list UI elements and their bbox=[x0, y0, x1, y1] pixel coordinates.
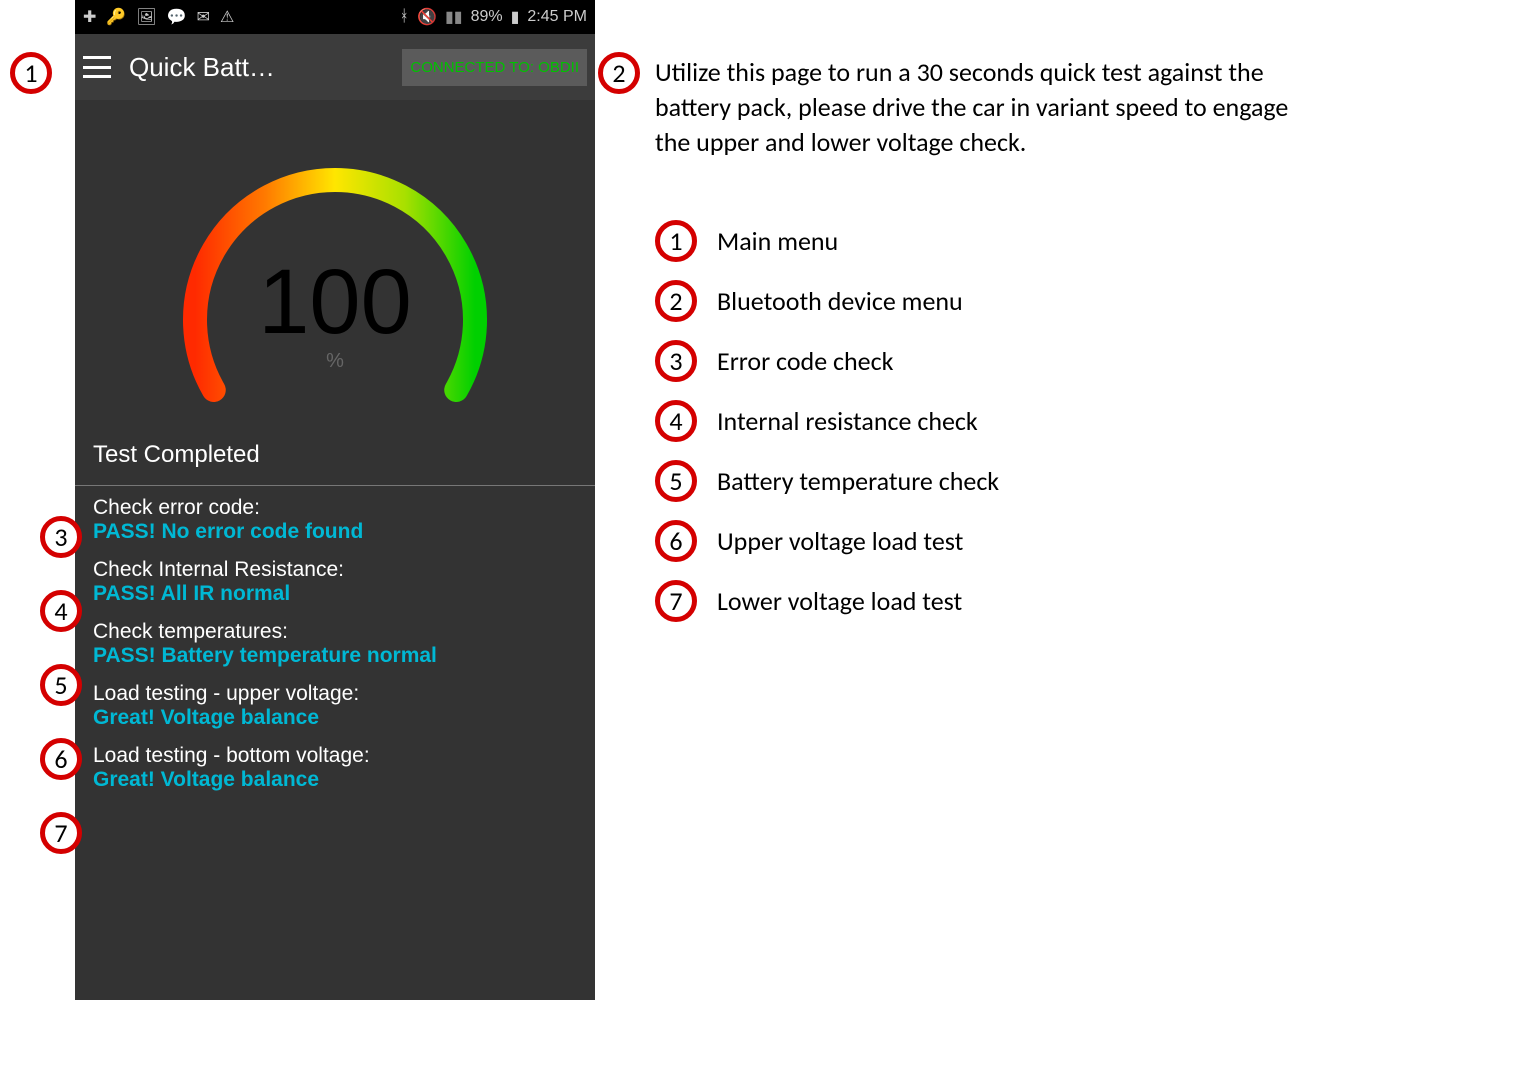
legend-row: 4 Internal resistance check bbox=[655, 400, 1295, 442]
result-value: PASS! No error code found bbox=[93, 520, 577, 544]
legend-text: Lower voltage load test bbox=[717, 584, 962, 619]
doc-intro: Utilize this page to run a 30 seconds qu… bbox=[655, 55, 1295, 160]
gauge-unit: % bbox=[75, 350, 595, 373]
callout-badge: 2 bbox=[598, 52, 640, 94]
result-value: PASS! All IR normal bbox=[93, 582, 577, 606]
result-item: Check temperatures:PASS! Battery tempera… bbox=[93, 620, 577, 668]
callout-badge: 1 bbox=[10, 52, 52, 94]
menu-icon[interactable] bbox=[83, 56, 111, 78]
result-value: Great! Voltage balance bbox=[93, 768, 577, 792]
result-item: Check Internal Resistance:PASS! All IR n… bbox=[93, 558, 577, 606]
mute-icon: 🔇 bbox=[417, 7, 437, 27]
callout-badge: 3 bbox=[655, 340, 697, 382]
legend-row: 2 Bluetooth device menu bbox=[655, 280, 1295, 322]
result-value: PASS! Battery temperature normal bbox=[93, 644, 577, 668]
result-item: Load testing - upper voltage:Great! Volt… bbox=[93, 682, 577, 730]
result-item: Check error code:PASS! No error code fou… bbox=[93, 496, 577, 544]
battery-icon: ▮ bbox=[511, 7, 520, 27]
battery-pct: 89% bbox=[471, 8, 503, 26]
legend-text: Error code check bbox=[717, 344, 893, 379]
callout-badge: 5 bbox=[655, 460, 697, 502]
status-right-icons: ᚼ 🔇 ▮▮ 89% ▮ 2:45 PM bbox=[399, 7, 587, 27]
result-value: Great! Voltage balance bbox=[93, 706, 577, 730]
results-list: Check error code:PASS! No error code fou… bbox=[75, 486, 595, 802]
callout-badge: 3 bbox=[40, 516, 82, 558]
callout-badge: 4 bbox=[40, 590, 82, 632]
phone-frame: ✚ 🔑 🖼 💬 ✉ ⚠ ᚼ 🔇 ▮▮ 89% ▮ 2:45 PM Quick B… bbox=[75, 0, 595, 1000]
gauge-panel: 100 % bbox=[75, 100, 595, 435]
legend-row: 7 Lower voltage load test bbox=[655, 580, 1295, 622]
key-icon: 🔑 bbox=[106, 7, 126, 27]
callout-badge: 6 bbox=[655, 520, 697, 562]
connection-chip[interactable]: CONNECTED TO: OBDII bbox=[402, 49, 587, 86]
callout-badge: 6 bbox=[40, 738, 82, 780]
legend-text: Battery temperature check bbox=[717, 464, 999, 499]
callout-badge: 7 bbox=[655, 580, 697, 622]
legend-row: 3 Error code check bbox=[655, 340, 1295, 382]
callout-badge: 5 bbox=[40, 664, 82, 706]
gauge-value: 100 bbox=[75, 250, 595, 355]
warning-icon: ⚠ bbox=[220, 7, 234, 27]
page-title: Quick Batt… bbox=[129, 52, 275, 83]
callout-badge: 7 bbox=[40, 812, 82, 854]
doc-column: Utilize this page to run a 30 seconds qu… bbox=[655, 55, 1295, 622]
result-label: Check error code: bbox=[93, 496, 577, 520]
legend-row: 1 Main menu bbox=[655, 220, 1295, 262]
result-label: Check Internal Resistance: bbox=[93, 558, 577, 582]
bluetooth-icon: ᚼ bbox=[399, 8, 409, 26]
signal-icon: ▮▮ bbox=[445, 7, 463, 27]
plus-icon: ✚ bbox=[83, 7, 96, 27]
chat-icon: 💬 bbox=[167, 7, 187, 27]
callout-badge: 1 bbox=[655, 220, 697, 262]
clock: 2:45 PM bbox=[527, 8, 587, 26]
legend-row: 6 Upper voltage load test bbox=[655, 520, 1295, 562]
image-icon: 🖼 bbox=[136, 7, 156, 27]
result-label: Load testing - upper voltage: bbox=[93, 682, 577, 706]
legend-text: Bluetooth device menu bbox=[717, 284, 963, 319]
doc-legend: 1 Main menu 2 Bluetooth device menu 3 Error c… bbox=[655, 220, 1295, 622]
legend-text: Main menu bbox=[717, 224, 838, 259]
app-bar: Quick Batt… CONNECTED TO: OBDII bbox=[75, 34, 595, 100]
android-status-bar: ✚ 🔑 🖼 💬 ✉ ⚠ ᚼ 🔇 ▮▮ 89% ▮ 2:45 PM bbox=[75, 0, 595, 34]
result-item: Load testing - bottom voltage:Great! Vol… bbox=[93, 744, 577, 792]
legend-text: Internal resistance check bbox=[717, 404, 978, 439]
callout-badge: 4 bbox=[655, 400, 697, 442]
mail-icon: ✉ bbox=[197, 7, 210, 27]
legend-row: 5 Battery temperature check bbox=[655, 460, 1295, 502]
result-label: Load testing - bottom voltage: bbox=[93, 744, 577, 768]
result-label: Check temperatures: bbox=[93, 620, 577, 644]
status-left-icons: ✚ 🔑 🖼 💬 ✉ ⚠ bbox=[83, 7, 234, 27]
test-status: Test Completed bbox=[75, 435, 595, 485]
callout-badge: 2 bbox=[655, 280, 697, 322]
legend-text: Upper voltage load test bbox=[717, 524, 963, 559]
